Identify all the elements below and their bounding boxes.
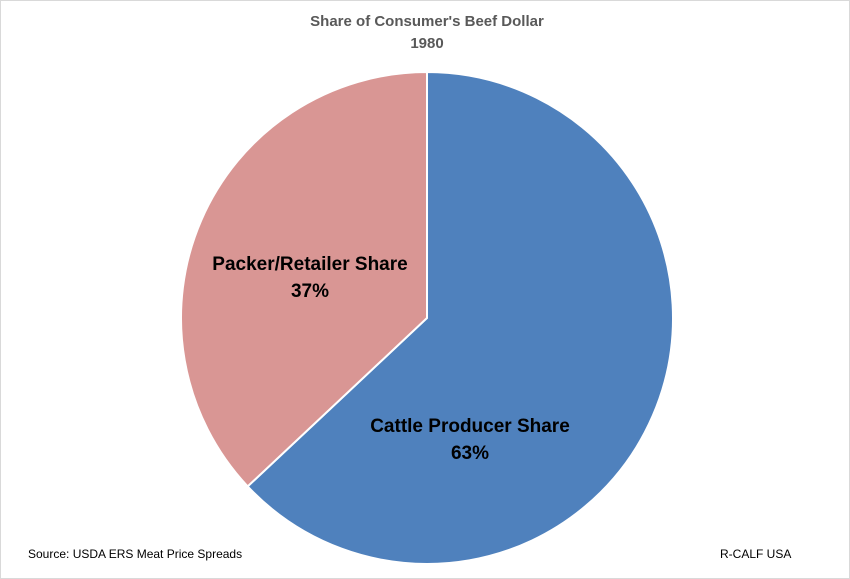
slice-value-label: 63% xyxy=(451,443,489,464)
slice-category-label: Cattle Producer Share xyxy=(370,416,570,437)
pie xyxy=(180,70,674,565)
chart-title: Share of Consumer's Beef Dollar xyxy=(310,13,544,30)
slice-value-label: 37% xyxy=(291,281,329,302)
source-note: Source: USDA ERS Meat Price Spreads xyxy=(28,547,242,561)
pie-slice xyxy=(180,70,428,488)
slice-category-label: Packer/Retailer Share xyxy=(212,254,407,275)
chart-subtitle: 1980 xyxy=(410,35,443,52)
pie-slice xyxy=(246,70,674,565)
credit-note: R-CALF USA xyxy=(720,547,791,561)
